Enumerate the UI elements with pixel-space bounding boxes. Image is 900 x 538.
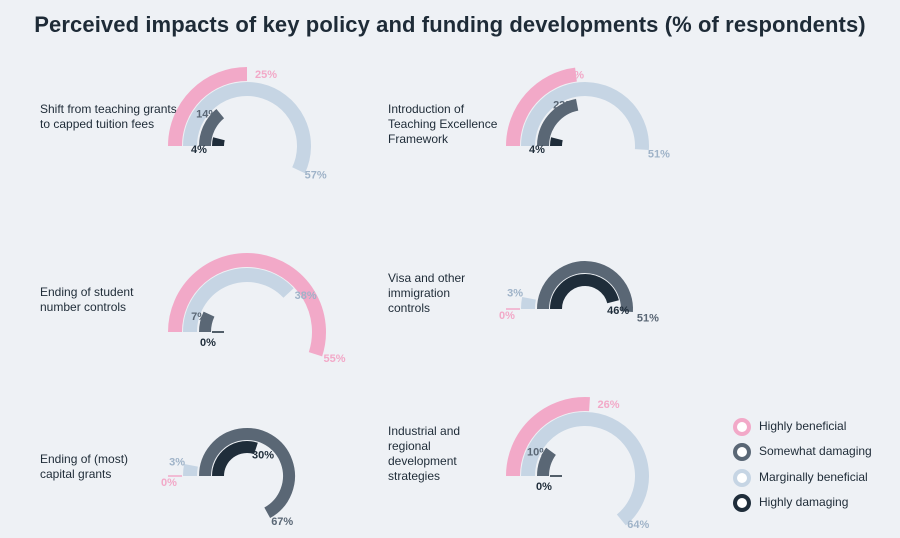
bar-hb	[168, 253, 326, 357]
legend-label: Somewhat damaging	[759, 444, 872, 458]
value-label-sd: 67%	[271, 516, 293, 528]
legend-swatch-icon	[733, 469, 751, 487]
bar-sd	[199, 428, 295, 519]
bar-sd	[199, 109, 225, 147]
bar-sd	[199, 311, 215, 333]
bar-sd	[537, 447, 557, 477]
value-label-hb: 26%	[598, 399, 620, 411]
bar-mb	[183, 464, 198, 477]
bar-hd	[212, 137, 225, 147]
bar-hb	[506, 397, 590, 477]
value-label-hd: 46%	[607, 305, 629, 317]
value-label-hd: 4%	[529, 144, 545, 156]
bar-mb	[521, 412, 649, 526]
value-label-hb: 25%	[255, 69, 277, 81]
chart-label-tef: Introduction of Teaching Excellence Fram…	[388, 102, 498, 146]
radial-chart-4: 0% 3% 51% 46%	[499, 261, 659, 325]
radial-chart-6: 26% 64% 10% 0%	[506, 397, 650, 531]
bar-hd	[212, 441, 258, 477]
value-label-mb: 57%	[305, 169, 327, 181]
value-label-hd: 0%	[200, 337, 216, 349]
value-label-sd: 22%	[553, 100, 575, 112]
legend-swatch-icon	[733, 494, 751, 512]
bar-mb	[521, 82, 649, 151]
bar-hb	[168, 67, 248, 147]
radial-chart-3: 55% 38% 7% 0%	[168, 253, 346, 365]
legend-label: Highly beneficial	[759, 419, 847, 433]
chart-label-visa-controls: Visa and other immigration controls	[388, 271, 466, 315]
bar-mb	[183, 82, 311, 174]
chart-label-industrial-strategies: Industrial and regional development stra…	[388, 424, 461, 483]
chart-title: Perceived impacts of key policy and fund…	[34, 12, 866, 37]
value-label-hd: 0%	[536, 481, 552, 493]
chart-label-student-number-controls: Ending of student number controls	[40, 285, 134, 314]
chart-label-tuition-fees: Shift from teaching grants to capped tui…	[40, 102, 177, 131]
chart-label-capital-grants: Ending of (most) capital grants	[40, 452, 129, 481]
value-label-sd: 14%	[196, 109, 218, 121]
value-label-hb: 0%	[161, 477, 177, 489]
bar-sd	[537, 261, 633, 313]
bar-sd	[537, 98, 579, 147]
value-label-mb: 38%	[295, 290, 317, 302]
legend-label: Highly damaging	[759, 495, 849, 509]
radial-chart-5: 0% 3% 67% 30%	[161, 428, 295, 528]
value-label-hd: 30%	[252, 449, 274, 461]
value-label-hb: 0%	[499, 310, 515, 322]
bar-mb	[521, 297, 536, 310]
value-label-mb: 51%	[648, 149, 670, 161]
bar-hd	[550, 274, 619, 310]
value-label-mb: 3%	[507, 287, 523, 299]
radial-chart-1: 25% 57% 14% 4%	[168, 67, 327, 181]
value-label-sd: 10%	[527, 446, 549, 458]
value-label-mb: 3%	[169, 456, 185, 468]
value-label-hb: 55%	[324, 353, 346, 365]
value-label-hd: 4%	[191, 144, 207, 156]
value-label-hb: 23%	[562, 70, 584, 82]
value-label-sd: 7%	[191, 311, 207, 323]
value-label-mb: 64%	[627, 519, 649, 531]
bar-hb	[506, 67, 578, 147]
bar-hd	[550, 137, 563, 147]
legend-label: Marginally beneficial	[759, 470, 868, 484]
radial-chart-2: 23% 51% 22% 4%	[506, 67, 670, 161]
bar-mb	[183, 268, 294, 333]
legend-swatch-icon	[733, 443, 751, 461]
legend-swatch-icon	[733, 418, 751, 436]
value-label-sd: 51%	[637, 313, 659, 325]
